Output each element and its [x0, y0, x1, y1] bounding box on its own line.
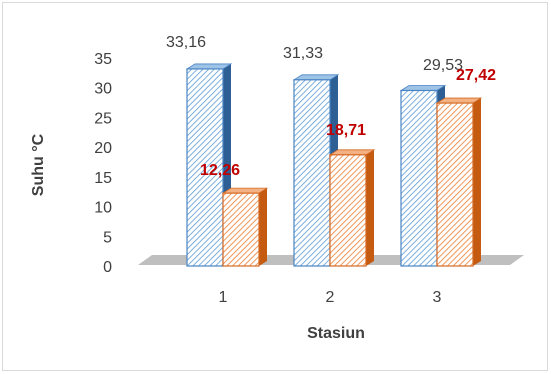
y-tick-label: 15 [94, 170, 112, 187]
x-tick-label: 1 [219, 289, 228, 306]
y-tick-label: 0 [103, 259, 112, 276]
x-axis-label: Stasiun [307, 325, 365, 342]
data-label: 27,42 [456, 67, 496, 84]
y-tick-label: 25 [94, 110, 112, 127]
x-tick-label: 3 [433, 289, 442, 306]
bar [435, 97, 483, 267]
y-tick-label: 10 [94, 200, 112, 217]
data-label: 33,16 [166, 34, 206, 51]
y-tick-label: 35 [94, 51, 112, 68]
data-label: 18,71 [326, 122, 366, 139]
bar [328, 149, 376, 267]
bar [221, 187, 269, 267]
x-tick-label: 2 [326, 289, 335, 306]
y-axis-label: Suhu °C [30, 133, 47, 196]
bar [185, 63, 233, 267]
data-label: 29,53 [423, 57, 463, 74]
data-label: 12,26 [200, 162, 240, 179]
y-tick-label: 30 [94, 81, 112, 98]
data-label: 31,33 [283, 45, 323, 62]
y-tick-label: 20 [94, 140, 112, 157]
y-tick-label: 5 [103, 229, 112, 246]
